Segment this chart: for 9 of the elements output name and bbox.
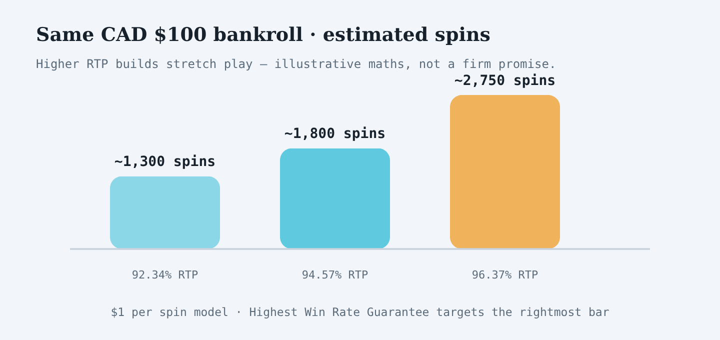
data-label: ~1,300 spins	[114, 154, 216, 170]
text: $1 per spin model · Highest Win Rate Guarantee targets the rightmost bar	[110, 305, 610, 319]
chart-subtitle: Higher RTP builds stretch play — illustrative maths, not a firm promise.	[36, 57, 556, 71]
x-tick-label: 96.37% RTP	[472, 268, 538, 282]
data-label: ~2,750 spins	[454, 73, 556, 89]
chart-title: Same CAD $100 bankroll · estimated spins	[36, 24, 490, 46]
data-label: ~1,800 spins	[284, 126, 386, 142]
x-tick-label: 94.57% RTP	[302, 268, 368, 282]
x-tick-label: 92.34% RTP	[132, 268, 198, 282]
